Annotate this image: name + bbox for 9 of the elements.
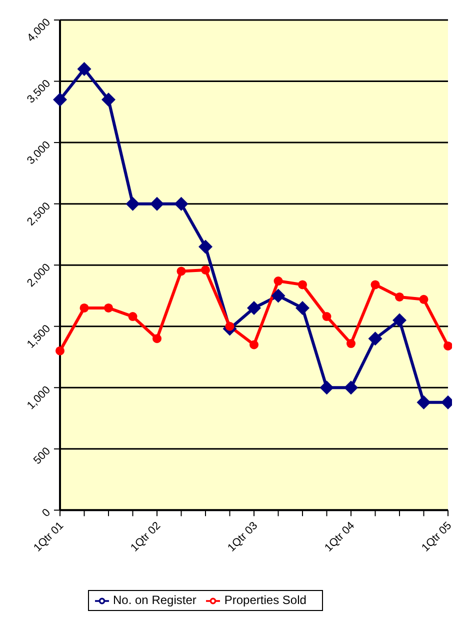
legend-label: Properties Sold [224,593,306,608]
y-tick-label: 500 [31,445,53,467]
x-tick-label: 1Qtr 03 [226,520,260,554]
x-tick-label: 1Qtr 04 [322,520,358,554]
x-tick-label: 1Qtr 01 [32,520,66,554]
x-tick-label: 1Qtr 05 [420,520,454,554]
legend-label: No. on Register [113,593,196,608]
x-tick-label: 1Qtr 02 [128,520,164,554]
y-tick-label: 0 [40,506,53,520]
